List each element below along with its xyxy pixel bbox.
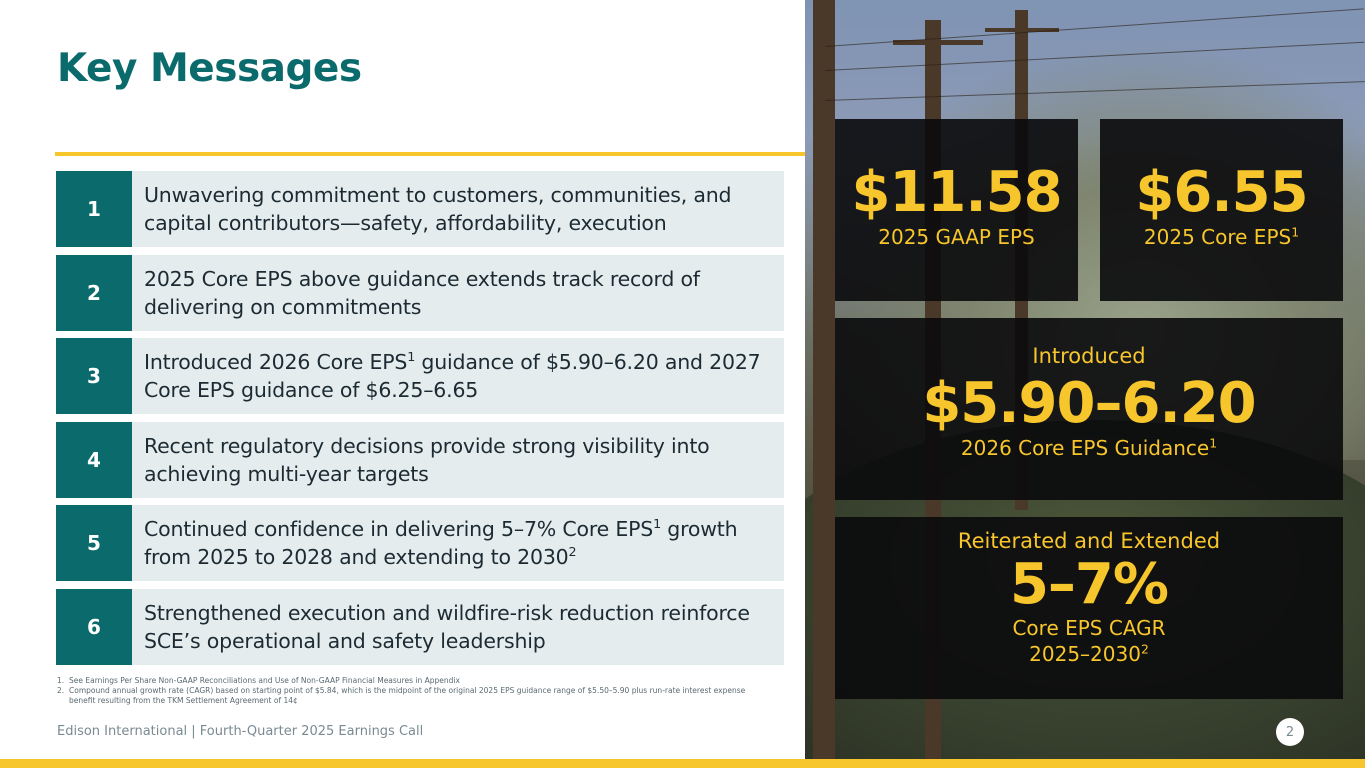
stat-label: 2026 Core EPS Guidance1 [960,435,1218,460]
stat-eps-cagr: Reiterated and Extended 5–7% Core EPS CA… [835,517,1343,699]
message-number: 2 [56,255,132,331]
utility-pole [893,40,983,45]
footnotes: 1. See Earnings Per Share Non-GAAP Reconc… [57,676,747,706]
stat-2026-guidance: Introduced $5.90–6.20 2026 Core EPS Guid… [835,318,1343,500]
message-row-2: 2 2025 Core EPS above guidance extends t… [56,255,784,331]
message-row-3: 3 Introduced 2026 Core EPS1 guidance of … [56,338,784,414]
message-number: 4 [56,422,132,498]
footnote-2: 2. Compound annual growth rate (CAGR) bas… [57,686,746,705]
message-text: Unwavering commitment to customers, comm… [144,183,732,235]
stat-label: 2025 GAAP EPS [878,225,1035,249]
message-row-6: 6 Strengthened execution and wildfire-ri… [56,589,784,665]
stat-label: 2025 Core EPS1 [1143,224,1300,249]
page-number: 2 [1276,718,1304,746]
stat-value: 5–7% [1009,552,1169,617]
stat-label: Core EPS CAGR [1012,616,1166,640]
footnote-1: 1. See Earnings Per Share Non-GAAP Reconc… [57,676,460,685]
bottom-accent-bar [0,759,1365,768]
message-row-4: 4 Recent regulatory decisions provide st… [56,422,784,498]
message-number: 1 [56,171,132,247]
page-title: Key Messages [57,46,362,91]
stat-gaap-eps: $11.58 2025 GAAP EPS [835,119,1078,301]
stat-value: $11.58 [851,160,1062,225]
stat-value: $5.90–6.20 [922,371,1256,436]
message-text: Recent regulatory decisions provide stro… [144,434,710,486]
message-row-5: 5 Continued confidence in delivering 5–7… [56,505,784,581]
stat-value: $6.55 [1135,160,1308,225]
message-text: Strengthened execution and wildfire-risk… [144,601,750,653]
stat-label-years: 2025–20302 [1029,641,1149,666]
message-row-1: 1 Unwavering commitment to customers, co… [56,171,784,247]
message-text: Introduced 2026 Core EPS1 guidance of $5… [144,349,761,402]
stat-core-eps: $6.55 2025 Core EPS1 [1100,119,1343,301]
footer-text: Edison International | Fourth-Quarter 20… [57,724,424,739]
title-divider [55,152,807,156]
message-text: Continued confidence in delivering 5–7% … [144,516,738,569]
stat-intro: Introduced [1032,344,1146,368]
message-text: 2025 Core EPS above guidance extends tra… [144,267,700,319]
message-number: 3 [56,338,132,414]
utility-pole [813,0,835,759]
message-number: 5 [56,505,132,581]
message-number: 6 [56,589,132,665]
stat-intro: Reiterated and Extended [957,529,1221,553]
utility-pole [985,28,1059,32]
